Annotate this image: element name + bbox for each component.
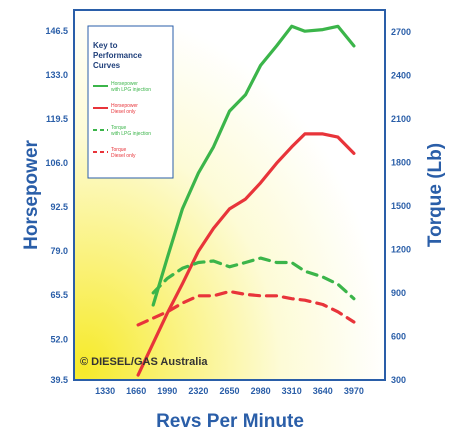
legend-entry-sublabel: Diesel only — [111, 109, 136, 115]
left-tick-label: 92.5 — [50, 202, 68, 212]
series-lines — [136, 24, 356, 377]
x-tick-label: 1660 — [126, 386, 146, 396]
legend: Key to Performance Curves Horsepowerwith… — [87, 25, 174, 179]
x-tick-label: 1330 — [95, 386, 115, 396]
legend-title-2: Performance — [93, 51, 142, 60]
left-tick-label: 39.5 — [50, 375, 68, 385]
right-tick-label: 2400 — [391, 70, 411, 80]
left-tick-label: 146.5 — [45, 26, 68, 36]
x-tick-label: 3970 — [344, 386, 364, 396]
left-tick-label: 79.0 — [50, 246, 68, 256]
right-tick-label: 900 — [391, 288, 406, 298]
left-tick-label: 52.0 — [50, 334, 68, 344]
x-tick-label: 2320 — [188, 386, 208, 396]
right-tick-label: 600 — [391, 331, 406, 341]
x-tick-label: 3310 — [282, 386, 302, 396]
y-axis-right-title: Torque (Lb) — [425, 143, 446, 247]
x-axis-title: Revs Per Minute — [156, 411, 304, 432]
right-tick-label: 1500 — [391, 201, 411, 211]
right-tick-label: 2100 — [391, 114, 411, 124]
series-line-2 — [151, 256, 356, 301]
legend-entry-label: Horsepower — [111, 103, 138, 109]
left-tick-label: 65.5 — [50, 290, 68, 300]
legend-title-3: Curves — [93, 61, 121, 70]
left-tick-label: 106.0 — [45, 158, 68, 168]
legend-entry-label: Torque — [111, 125, 127, 131]
copyright-annotation: © DIESEL/GAS Australia — [80, 356, 208, 368]
left-tick-label: 119.5 — [46, 114, 68, 124]
x-tick-label: 2980 — [251, 386, 271, 396]
legend-entry-label: Horsepower — [111, 81, 138, 87]
legend-entry-sublabel: with LPG injection — [111, 87, 151, 93]
left-tick-label: 133.0 — [45, 70, 68, 80]
legend-entry-sublabel: with LPG injection — [111, 131, 151, 137]
x-tick-label: 1990 — [157, 386, 177, 396]
legend-entry-sublabel: Diesel only — [111, 153, 136, 159]
x-tick-label: 3640 — [313, 386, 333, 396]
right-tick-label: 300 — [391, 375, 406, 385]
legend-entry-label: Torque — [111, 147, 127, 153]
right-tick-label: 2700 — [391, 27, 411, 37]
x-tick-label: 2650 — [219, 386, 239, 396]
series-line-3 — [136, 289, 356, 327]
right-tick-label: 1200 — [391, 244, 411, 254]
series-line-0 — [151, 24, 356, 307]
legend-title-1: Key to — [93, 41, 118, 50]
right-axis-ticks: 300 600 900 1200 1500 1800 2100 2400 2700 — [391, 27, 411, 385]
right-tick-label: 1800 — [391, 157, 411, 167]
y-axis-left-title: Horsepower — [21, 139, 42, 249]
series-line-1 — [136, 132, 356, 377]
x-axis-ticks: 1330 1660 1990 2320 2650 2980 3310 3640 3970 — [95, 386, 364, 396]
left-axis-ticks: 39.5 52.0 65.5 79.0 92.5 106.0 119.5 133.0 146.5 — [45, 26, 68, 385]
